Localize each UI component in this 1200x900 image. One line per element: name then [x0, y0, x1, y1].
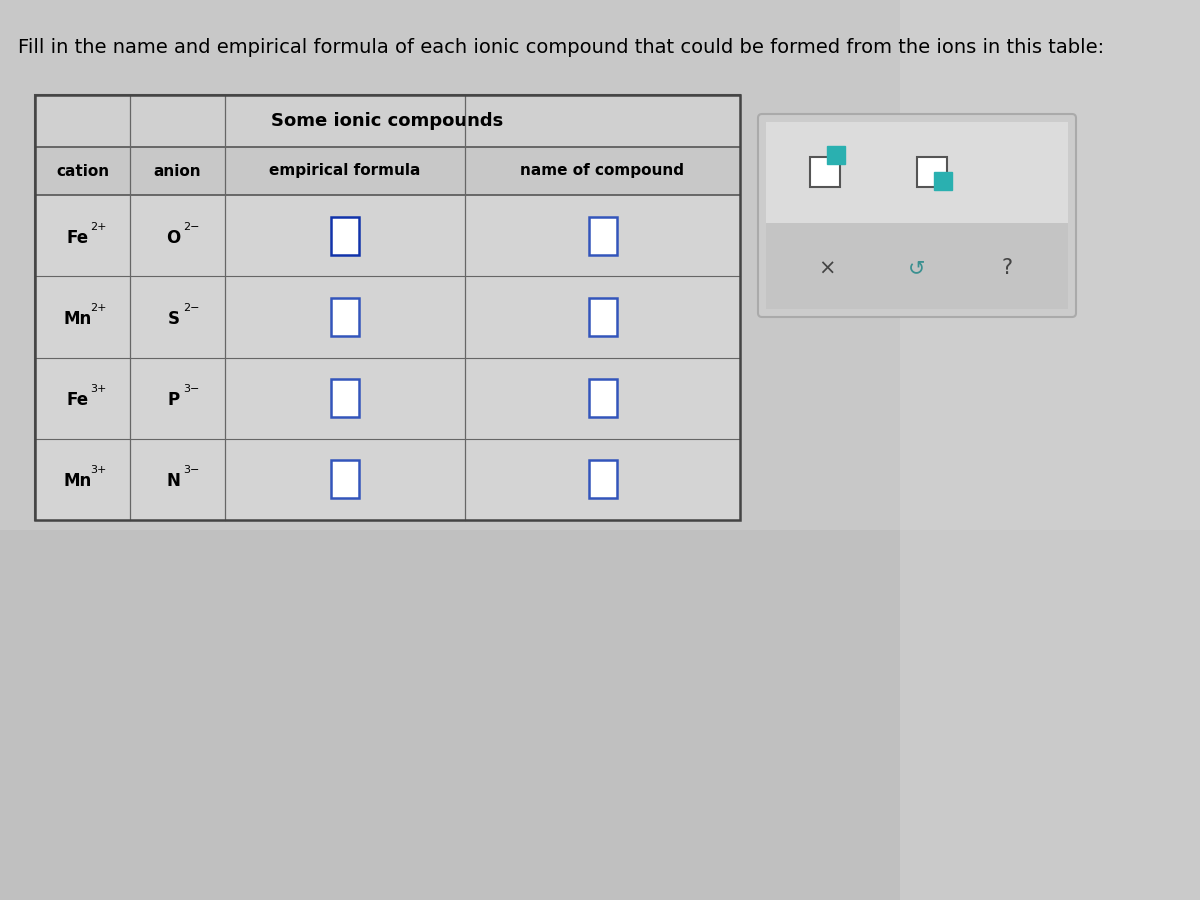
Text: 3+: 3+ — [90, 465, 107, 475]
Bar — [766, 122, 1068, 223]
Text: 2+: 2+ — [90, 221, 107, 231]
Bar — [900, 0, 1200, 900]
Text: 2+: 2+ — [90, 303, 107, 313]
Bar — [35, 195, 740, 276]
Bar — [0, 530, 1200, 900]
Bar — [35, 95, 740, 520]
Text: 3−: 3− — [184, 384, 200, 394]
Bar — [588, 379, 617, 417]
FancyBboxPatch shape — [758, 114, 1076, 317]
Text: name of compound: name of compound — [521, 164, 684, 178]
Bar — [588, 217, 617, 255]
Bar — [331, 217, 359, 255]
Bar — [331, 298, 359, 336]
Text: O: O — [167, 229, 181, 247]
Bar — [35, 276, 740, 357]
Text: Mn: Mn — [64, 472, 91, 490]
Bar — [35, 357, 740, 439]
Bar — [934, 172, 952, 190]
Text: 2−: 2− — [184, 303, 200, 313]
Text: S: S — [168, 310, 180, 328]
Text: Fe: Fe — [66, 229, 89, 247]
Text: ?: ? — [1002, 258, 1013, 278]
Text: 3−: 3− — [184, 465, 200, 475]
Bar — [588, 298, 617, 336]
Text: Fill in the name and empirical formula of each ionic compound that could be form: Fill in the name and empirical formula o… — [18, 38, 1104, 57]
Text: Some ionic compounds: Some ionic compounds — [271, 112, 504, 130]
Bar — [331, 379, 359, 417]
Text: empirical formula: empirical formula — [269, 164, 421, 178]
Text: ↺: ↺ — [908, 258, 925, 278]
Bar — [588, 461, 617, 499]
Bar — [35, 147, 740, 195]
Bar — [35, 439, 740, 520]
Text: ×: × — [818, 258, 835, 278]
Bar — [331, 461, 359, 499]
Bar — [35, 95, 740, 147]
Bar — [766, 223, 1068, 309]
Bar — [917, 157, 947, 186]
Text: P: P — [168, 392, 180, 410]
Text: anion: anion — [154, 164, 202, 178]
Text: cation: cation — [56, 164, 109, 178]
Bar — [827, 146, 845, 164]
Text: 2−: 2− — [184, 221, 200, 231]
Text: N: N — [167, 472, 180, 490]
Text: 3+: 3+ — [90, 384, 107, 394]
Text: Fe: Fe — [66, 392, 89, 410]
Text: Mn: Mn — [64, 310, 91, 328]
Bar — [810, 157, 840, 186]
Bar — [35, 95, 740, 520]
